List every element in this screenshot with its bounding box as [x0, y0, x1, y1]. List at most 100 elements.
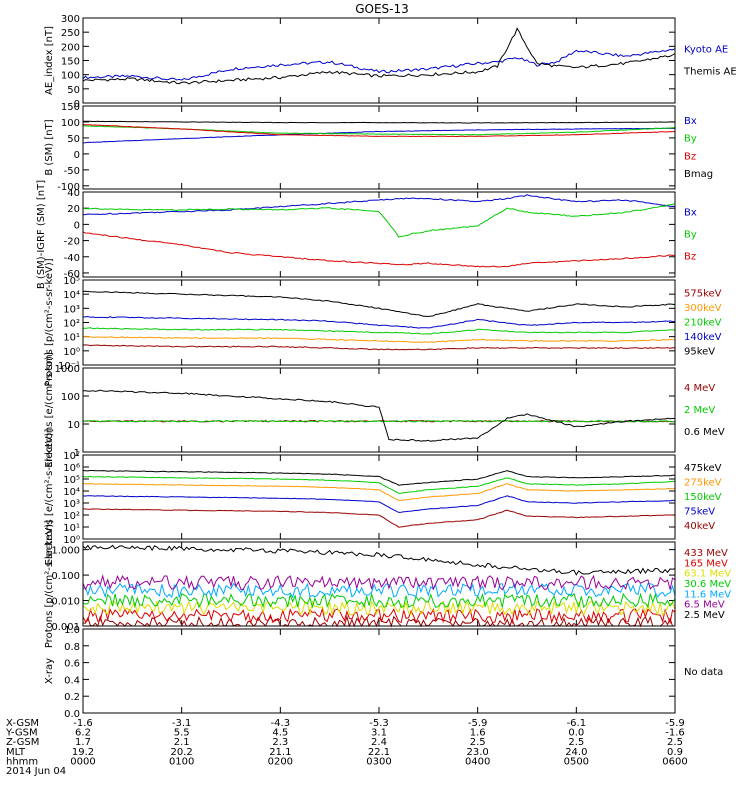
ephem-value: 0100: [169, 756, 194, 767]
legend-protons1-4: 95keV: [684, 347, 715, 358]
ytick-label-electrons2: 10⁴: [63, 487, 80, 498]
ytick-label-bsm: -100: [57, 182, 80, 193]
ylabel-xray: X-ray: [44, 658, 55, 684]
ytick-label-protons1: 10³: [63, 304, 80, 315]
ytick-label-bigrf: -20: [64, 237, 80, 248]
ephem-value: 0400: [465, 756, 490, 767]
ytick-label-bsm: 100: [61, 118, 80, 129]
ytick-label-protons1: 10¹: [63, 333, 80, 344]
ephem-value: 2.5: [470, 737, 486, 748]
ytick-label-bsm: 150: [61, 102, 80, 113]
ytick-label-protons1: 10⁻¹: [58, 361, 80, 372]
panel-xray: X-ray 0.0 0.2 0.4 0.6 0.8 1.0 No data: [44, 625, 723, 720]
legend-bsm-1: By: [684, 134, 697, 145]
ytick-label-electrons1: 1: [74, 448, 80, 459]
legend-bsm-2: Bz: [684, 151, 696, 162]
ytick-label-xray: 1.0: [64, 625, 80, 636]
legend-electrons2-1: 275keV: [684, 478, 722, 489]
legend-electrons2-3: 75keV: [684, 506, 715, 517]
ytick-label-protons1: 10⁵: [63, 276, 80, 287]
series-line-electrons2-3: [83, 495, 675, 513]
ephem-value: 20.2: [171, 747, 193, 758]
ytick-label-electrons1: 100: [61, 392, 80, 403]
legend-ae-1: Themis AE: [683, 67, 737, 78]
legend-protons2-5: 6.5 MeV: [684, 600, 725, 611]
ephem-value: 0200: [268, 756, 293, 767]
ytick-label-electrons2: 10¹: [63, 523, 80, 534]
series-line-protons2-4: [82, 582, 676, 600]
series-line-protons2-6: [82, 544, 676, 576]
ytick-label-electrons2: 10³: [63, 499, 80, 510]
frame-electrons2: [82, 454, 676, 540]
frame-bsm: [82, 105, 676, 190]
ephem-value: 6.2: [75, 728, 91, 739]
series-line-bsm-2: [82, 123, 676, 138]
ylabel-bigrf: B (SM)-IGRF (SM) [nT]: [36, 180, 47, 289]
ytick-label-protons2: 0.010: [51, 597, 80, 608]
ephem-value: 3.1: [371, 728, 387, 739]
ephem-value: -5.9: [665, 718, 685, 729]
frame-electrons1: [82, 367, 676, 453]
ephem-value: 1.6: [470, 728, 486, 739]
ytick-label-electrons2: 10⁰: [63, 535, 80, 546]
legend-electrons2-2: 150keV: [684, 492, 722, 503]
ylabel-ae: AE_index [nT]: [44, 26, 55, 95]
ytick-label-electrons2: 10²: [63, 511, 80, 522]
frame-bigrf: [82, 191, 676, 278]
series-line-bigrf-1: [82, 203, 676, 238]
ephem-label-3: MLT: [6, 747, 26, 758]
ytick-label-protons1: 10⁴: [63, 290, 80, 301]
panel-ae: AE_index [nT] 0 50 100 150 200 250 300 Kyoto AE T…: [44, 14, 737, 110]
panel-electrons2: Electrons [e/(cm²-s-sr-keV)] 10⁰10¹10²10³…: [44, 428, 722, 565]
series-line-protons1-3: [83, 315, 676, 329]
ephem-label-4: hhmm: [6, 756, 38, 767]
ylabel-electrons2: Electrons [e/(cm²-s-sr-keV)]: [44, 428, 55, 565]
ytick-label-protons2: 1.000: [51, 546, 80, 557]
series-line-electrons2-1: [82, 483, 676, 501]
ephem-value: 23.0: [467, 747, 489, 758]
ytick-label-ae: 50: [67, 85, 80, 96]
series-line-bigrf-0: [82, 194, 676, 216]
series-line-protons2-2: [82, 600, 676, 617]
legend-protons2-6: 2.5 MeV: [684, 610, 725, 621]
ylabel-protons2: Protons [p/(cm²-s-sr-keV)]: [44, 520, 55, 648]
ephem-value: 0000: [70, 756, 95, 767]
ytick-label-bigrf: -40: [64, 253, 80, 264]
ephem-value: 2.4: [371, 737, 387, 748]
ytick-label-ae: 300: [61, 14, 80, 25]
series-line-protons1-1: [82, 335, 676, 343]
series-line-electrons1-1: [82, 419, 676, 423]
ephem-value: 2.1: [174, 737, 190, 748]
ephem-value: 21.1: [269, 747, 291, 758]
ytick-label-protons1: 10²: [63, 319, 80, 330]
ephem-label-1: Y-GSM: [5, 728, 38, 739]
frame-protons2: [82, 541, 676, 627]
ytick-label-bsm: -50: [64, 166, 80, 177]
series-line-electrons2-4: [82, 508, 676, 528]
legend-protons2-4: 11.6 MeV: [684, 589, 731, 600]
legend-protons2-2: 63.1 MeV: [684, 569, 731, 580]
ephem-value: -5.9: [468, 718, 488, 729]
ytick-label-bigrf: 20: [67, 204, 80, 215]
ytick-label-ae: 250: [61, 28, 80, 39]
legend-protons2-1: 165 MeV: [684, 558, 728, 569]
series-line-electrons1-2: [83, 389, 676, 442]
legend-xray-note: No data: [684, 667, 723, 678]
legend-electrons2-4: 40keV: [684, 521, 715, 532]
ephem-value: -6.1: [567, 718, 587, 729]
ephem-value: 1.7: [75, 737, 91, 748]
ytick-label-bsm: 0: [74, 150, 80, 161]
ephem-value: 5.5: [174, 728, 190, 739]
ephem-date: 2014 Jun 04: [6, 766, 66, 777]
ephem-value: 24.0: [565, 747, 587, 758]
ytick-label-ae: 200: [61, 42, 80, 53]
ephem-label-0: X-GSM: [6, 718, 39, 729]
ytick-label-xray: 0.6: [64, 659, 80, 670]
series-line-protons1-0: [82, 344, 676, 351]
ephem-value: 19.2: [72, 747, 94, 758]
ytick-label-bigrf: 0: [74, 220, 80, 231]
ytick-label-xray: 0.8: [64, 642, 80, 653]
ytick-label-bigrf: -60: [64, 269, 80, 280]
series-line-ae-0: [82, 48, 676, 81]
